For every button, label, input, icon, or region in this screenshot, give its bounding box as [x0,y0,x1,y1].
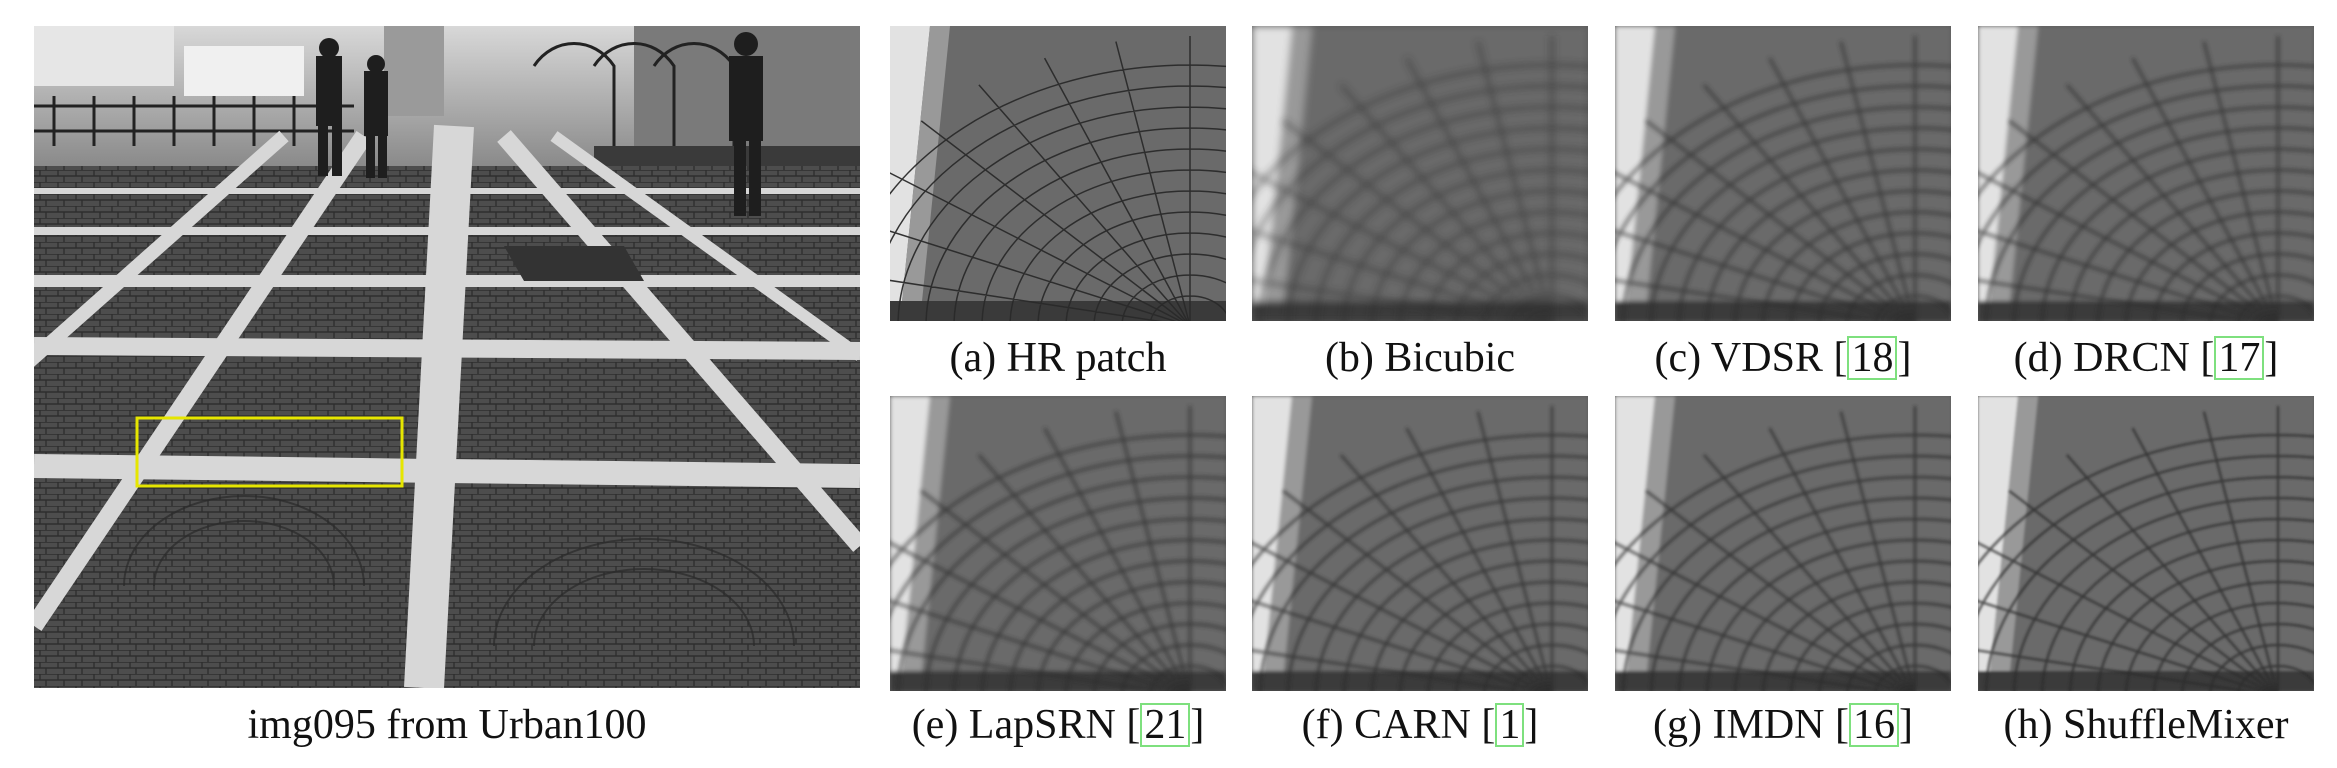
cobblestone-patch-image [890,26,1226,321]
caption-hr: (a) HR patch [949,335,1167,381]
citation-17[interactable]: 17 [2214,336,2265,380]
patch-lapsrn [890,396,1226,691]
patch-carn [1252,396,1588,691]
patch-imdn [1615,396,1951,691]
caption-carn: (f) CARN [1] [1301,702,1539,748]
cobblestone-patch-image [1615,26,1951,321]
citation-1[interactable]: 1 [1495,703,1525,747]
main-caption: img095 from Urban100 [247,702,647,748]
cobblestone-patch-image [1252,26,1588,321]
street-scene-image [34,26,860,688]
cobblestone-patch-image [1252,396,1588,691]
cobblestone-patch-image [1978,396,2314,691]
citation-16[interactable]: 16 [1848,703,1899,747]
patch-bicubic [1252,26,1588,321]
highlight-box [135,416,404,488]
patch-drcn [1978,26,2314,321]
cobblestone-patch-image [890,396,1226,691]
caption-shufflemixer: (h) ShuffleMixer [2003,702,2289,748]
caption-drcn: (d) DRCN [17] [2013,335,2279,381]
cobblestone-patch-image [1615,396,1951,691]
cobblestone-patch-image [1978,26,2314,321]
caption-imdn: (g) IMDN [16] [1653,702,1913,748]
citation-18[interactable]: 18 [1847,336,1898,380]
main-photo [34,26,860,688]
patch-vdsr [1615,26,1951,321]
caption-vdsr: (c) VDSR [18] [1654,335,1912,381]
patch-shufflemixer [1978,396,2314,691]
caption-lapsrn: (e) LapSRN [21] [911,702,1205,748]
caption-bicubic: (b) Bicubic [1324,335,1516,381]
patch-hr [890,26,1226,321]
citation-21[interactable]: 21 [1140,703,1191,747]
